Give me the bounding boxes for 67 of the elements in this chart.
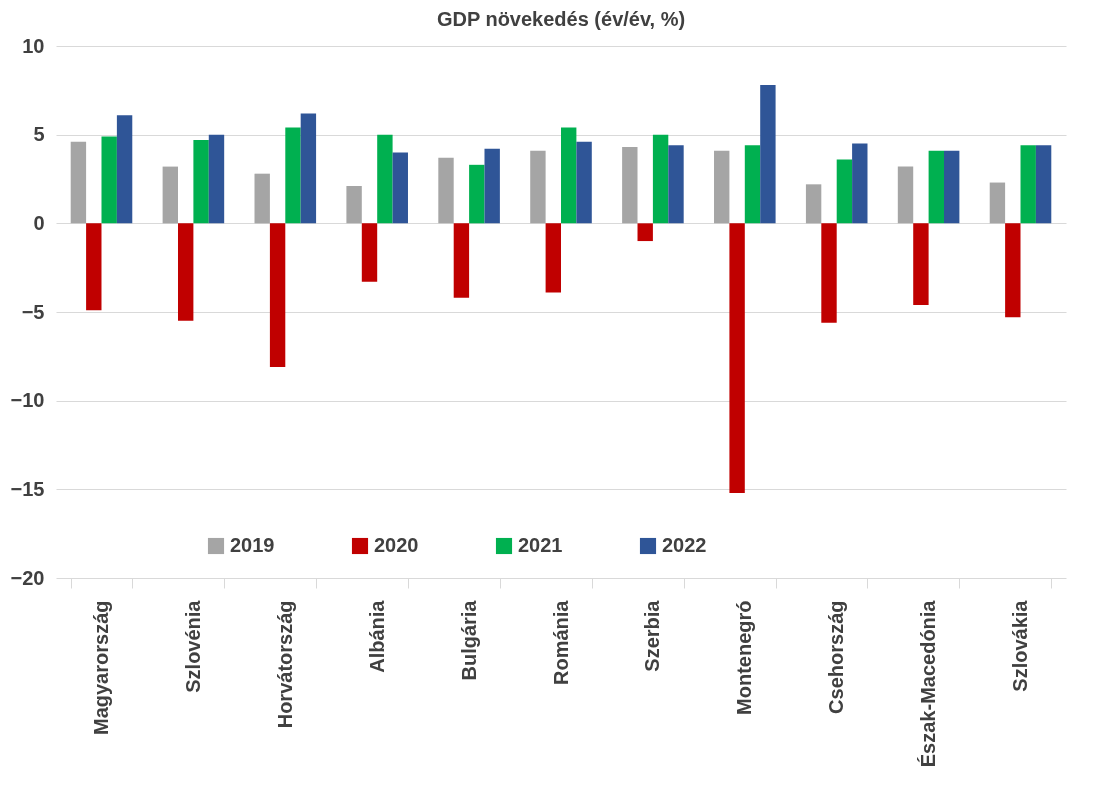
legend-label: 2022 [662, 534, 707, 556]
bar [178, 223, 194, 321]
bar [469, 164, 485, 224]
x-tick-label: Montenegró [733, 600, 756, 715]
bar [852, 143, 868, 224]
x-tick-label: Albánia [365, 599, 388, 673]
bar [668, 145, 684, 224]
y-tick-label: 10 [22, 34, 45, 57]
y-tick-label: −15 [10, 477, 45, 500]
bar [86, 223, 102, 311]
x-tick-label: Szlovénia [181, 599, 204, 693]
bar [1035, 145, 1052, 224]
bar [760, 85, 776, 224]
x-tick-label: Észak-Macedónia [917, 599, 940, 768]
bar [637, 223, 653, 242]
y-tick-label: −10 [10, 389, 45, 412]
y-tick-label: −5 [21, 300, 45, 323]
bar [989, 182, 1006, 224]
bar [821, 223, 837, 323]
y-tick-label: −20 [10, 566, 45, 589]
y-tick-label: 0 [33, 211, 45, 234]
bar [561, 127, 577, 224]
bar [377, 134, 393, 224]
bar [576, 141, 592, 224]
bar [944, 150, 960, 224]
chart-title: GDP növekedés (év/év, %) [436, 8, 686, 30]
bar [836, 159, 853, 224]
bar [530, 150, 546, 224]
bar [162, 166, 178, 224]
bar [1005, 223, 1021, 318]
legend-label: 2020 [374, 534, 419, 556]
bar [269, 223, 286, 367]
bar [545, 223, 561, 293]
bar [254, 173, 270, 224]
bar [913, 223, 929, 305]
bar [208, 134, 225, 224]
bar [622, 147, 638, 224]
x-tick-label: Szerbia [641, 599, 664, 672]
bar [652, 134, 669, 224]
bar [285, 127, 301, 224]
x-tick-label: Magyarország [89, 600, 112, 735]
x-tick-label: Szlovákia [1009, 599, 1032, 692]
bar [928, 150, 944, 224]
x-tick-label: Románia [549, 599, 572, 685]
bar [300, 113, 317, 224]
bar [361, 223, 378, 282]
bar [392, 152, 408, 224]
y-tick-label: 5 [33, 123, 45, 146]
bar [714, 150, 730, 224]
bar [438, 157, 454, 224]
bar [346, 186, 362, 224]
bar [805, 184, 822, 224]
bar [744, 145, 761, 224]
x-tick-label: Bulgária [457, 599, 480, 681]
legend-label: 2019 [230, 534, 275, 556]
legend-label: 2021 [518, 534, 563, 556]
x-tick-label: Horvátország [273, 600, 296, 729]
bar [193, 139, 209, 224]
bar [453, 223, 470, 298]
x-tick-label: Csehország [825, 600, 848, 714]
bar [101, 136, 117, 224]
bar [1020, 145, 1036, 224]
bar [70, 141, 87, 224]
bar [729, 223, 745, 493]
bar [897, 166, 914, 224]
bar [116, 115, 133, 224]
bar [484, 148, 500, 224]
